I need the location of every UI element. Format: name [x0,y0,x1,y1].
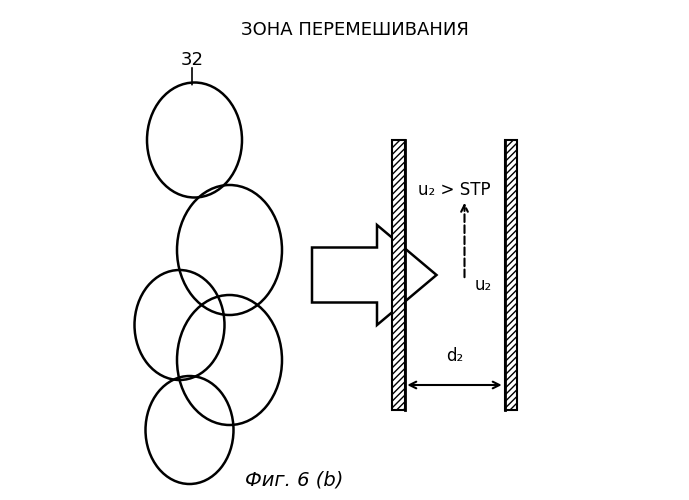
Bar [392,140,404,410]
Polygon shape [312,225,437,325]
Text: d₂: d₂ [446,347,463,365]
Bar [504,140,517,410]
Text: 32: 32 [181,51,203,69]
Text: u₂ > SТР: u₂ > SТР [418,181,491,199]
Text: u₂: u₂ [475,276,492,294]
Text: ЗОНА ПЕРЕМЕШИВАНИЯ: ЗОНА ПЕРЕМЕШИВАНИЯ [240,21,469,39]
Text: Фиг. 6 (b): Фиг. 6 (b) [245,470,344,490]
